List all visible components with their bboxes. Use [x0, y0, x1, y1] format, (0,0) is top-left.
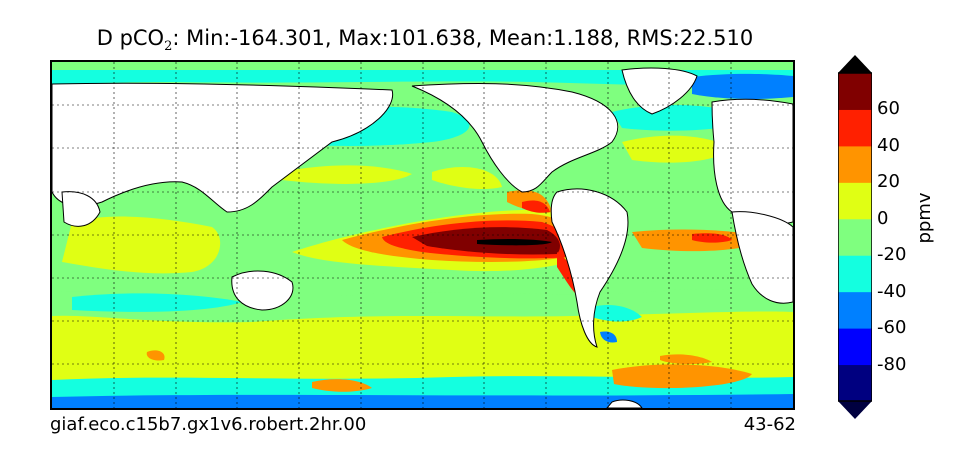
title-stats: : Min:-164.301, Max:101.638, Mean:1.188,…: [172, 26, 754, 50]
patagonia-cyan: [592, 305, 642, 322]
south-america: [550, 188, 629, 348]
colorbar-tick-label: 60: [877, 98, 900, 120]
patch-indian-yellow: [62, 216, 221, 274]
antarctica: [606, 399, 643, 408]
run-name-label: giaf.eco.c15b7.gx1v6.robert.2hr.00: [50, 414, 367, 435]
colorbar-segment: [838, 218, 872, 256]
patagonia-blue: [600, 331, 617, 343]
colorbar-tick-label: 0: [877, 207, 889, 229]
patch-south-pacific-orange: [312, 379, 372, 392]
patch-indian-orange: [146, 350, 165, 361]
colorbar-outline: [838, 72, 872, 402]
colorbar-tick-label: -80: [877, 353, 907, 375]
eurasia: [52, 82, 394, 213]
colorbar-tick-label: -40: [877, 280, 907, 302]
years-label: 43-62: [743, 414, 796, 435]
north-america: [411, 83, 619, 193]
india: [61, 191, 101, 227]
map-panel: [50, 60, 795, 410]
land-masses: [52, 67, 793, 408]
patch-south-atlantic-orange: [612, 364, 752, 389]
colorbar-segments: [838, 73, 872, 402]
arctic-edge-green: [52, 62, 793, 70]
south-atlantic-equatorial-red: [692, 233, 732, 243]
colorbar-segment: [838, 73, 872, 110]
title-subscript: 2: [164, 39, 173, 55]
south-indian-cyan: [72, 293, 242, 312]
africa: [731, 211, 793, 304]
map-grid: [52, 62, 793, 408]
colorbar-segment: [838, 109, 872, 147]
colorbar-segment: [838, 364, 872, 402]
band-antarctic-blue: [52, 394, 793, 408]
colorbar-unit-label: ppmv: [914, 192, 935, 244]
colorbar-segment: [838, 255, 872, 293]
ocean-map: [52, 62, 793, 408]
colorbar-extend-low: [838, 401, 872, 419]
australia: [231, 270, 294, 311]
plot-title: D pCO2: Min:-164.301, Max:101.638, Mean:…: [0, 26, 850, 54]
colorbar: [838, 55, 872, 419]
patch-atlantic-orange: [660, 354, 712, 365]
eq-pacific-black: [477, 238, 552, 246]
central-america-red: [522, 200, 550, 213]
colorbar-segment: [838, 328, 872, 366]
north-pacific-yellow: [282, 165, 412, 184]
colorbar-tick-label: 20: [877, 171, 900, 193]
title-prefix: D pCO: [96, 26, 165, 50]
colorbar-segment: [838, 182, 872, 220]
colorbar-segment: [838, 145, 872, 183]
east-pacific-yellow: [432, 167, 502, 190]
colorbar-tick-label: -60: [877, 317, 907, 339]
arctic-blue: [692, 73, 793, 99]
colorbar-tick-label: -20: [877, 244, 907, 266]
greenland: [621, 67, 698, 115]
colorbar-extend-high: [838, 55, 872, 73]
north-atlantic-yellow: [622, 135, 732, 163]
colorbar-segment: [838, 291, 872, 329]
colorbar-tick-label: 40: [877, 134, 900, 156]
